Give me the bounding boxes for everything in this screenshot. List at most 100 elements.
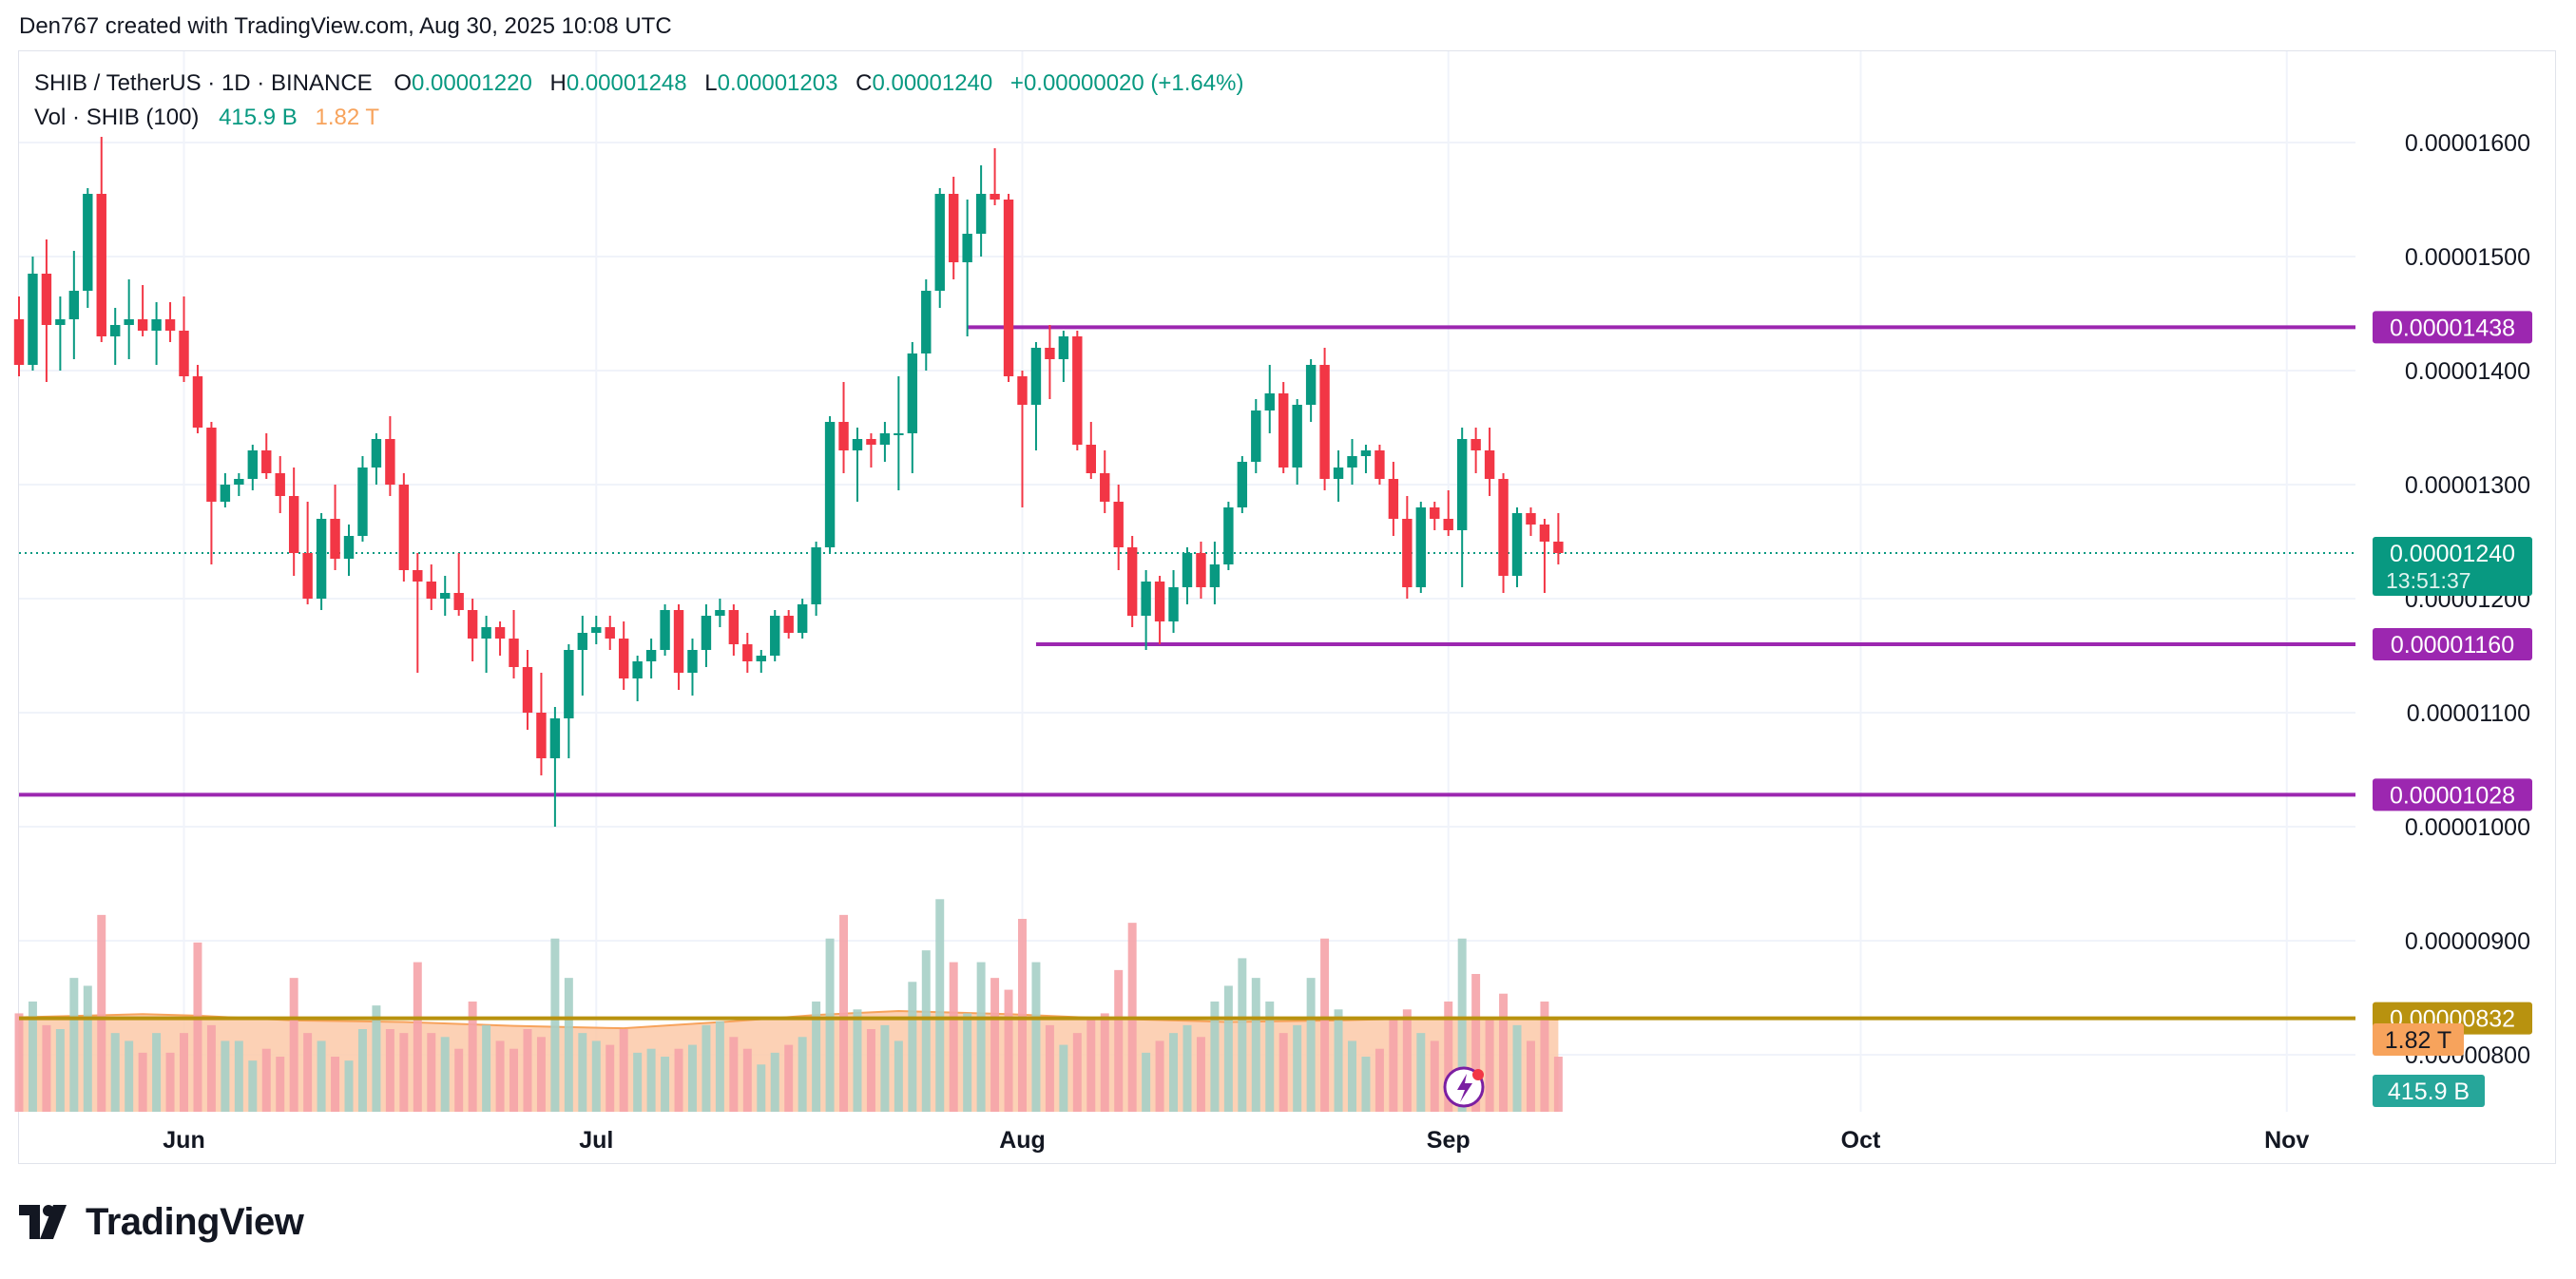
volume-bar xyxy=(1553,1057,1563,1112)
candle-body xyxy=(357,468,368,536)
candle-body xyxy=(151,319,162,331)
volume-bar xyxy=(1540,1002,1549,1112)
candle-body xyxy=(1430,507,1440,519)
close-label: C xyxy=(855,70,873,96)
volume-value: 415.9 B xyxy=(219,105,298,130)
candle-body xyxy=(1058,336,1069,359)
volume-indicator-label[interactable]: Vol · SHIB (100) xyxy=(34,105,200,130)
candle-body xyxy=(68,291,80,319)
candle-body xyxy=(1223,507,1234,564)
tradingview-logo[interactable]: TradingView xyxy=(19,1199,304,1245)
volume-bar xyxy=(399,1033,409,1112)
volume-bar xyxy=(825,938,835,1112)
volume-bar xyxy=(646,1048,656,1112)
candle-body xyxy=(1375,450,1385,479)
candle-body xyxy=(1539,525,1550,542)
volume-bar xyxy=(619,1029,628,1112)
volume-bar xyxy=(248,1060,258,1112)
price-tick-label: 0.00000900 xyxy=(2405,928,2530,955)
candle-body xyxy=(962,234,972,262)
candle-body xyxy=(1182,553,1193,587)
candle-body xyxy=(934,194,945,291)
candle-body xyxy=(783,616,794,633)
volume-bar xyxy=(413,962,422,1112)
candle-body xyxy=(797,604,808,633)
price-axis-label-box xyxy=(2373,1023,2464,1056)
volume-bar xyxy=(1059,1044,1068,1112)
candle-body xyxy=(164,319,176,331)
replay-icon[interactable] xyxy=(1443,1066,1485,1108)
volume-bar xyxy=(261,1048,271,1112)
candle-body xyxy=(509,639,519,667)
candlesticks xyxy=(13,137,1564,827)
time-tick-label: Aug xyxy=(999,1127,1046,1154)
chart-credit: Den767 created with TradingView.com, Aug… xyxy=(19,13,672,39)
time-tick-label: Jun xyxy=(163,1127,204,1154)
volume-bar xyxy=(1086,1017,1096,1112)
volume-ma-value: 1.82 T xyxy=(315,105,380,130)
volume-bar xyxy=(1265,1002,1275,1112)
volume-bar xyxy=(908,982,917,1112)
volume-bar xyxy=(28,1002,37,1112)
candle-body xyxy=(137,319,148,331)
candle-body xyxy=(632,661,643,678)
price-axis-label-text: 0.00001160 xyxy=(2391,632,2514,659)
time-tick-label: Nov xyxy=(2264,1127,2309,1154)
price-tick-label: 0.00001600 xyxy=(2405,130,2530,157)
candle-body xyxy=(1278,393,1289,468)
candle-body xyxy=(261,450,272,473)
symbol-info[interactable]: SHIB / TetherUS · 1D · BINANCE xyxy=(34,70,373,96)
volume-bar xyxy=(1114,969,1124,1112)
candle-body xyxy=(687,650,698,673)
candle-body xyxy=(481,627,491,639)
ohlc-row: SHIB / TetherUS · 1D · BINANCE O0.000012… xyxy=(34,67,1249,101)
volume-bar xyxy=(1155,1040,1164,1112)
volume-bar xyxy=(1361,1057,1371,1112)
time-tick-label: Oct xyxy=(1841,1127,1881,1154)
candle-body xyxy=(522,667,533,713)
volume-bar xyxy=(1512,1024,1522,1112)
volume-bar xyxy=(1169,1033,1179,1112)
candle-body xyxy=(343,536,355,559)
price-axis-label-text: 0.00001438 xyxy=(2390,315,2515,341)
price-axis-label-box xyxy=(2373,628,2532,660)
candle-body xyxy=(605,627,615,639)
candle-body xyxy=(715,610,725,616)
volume-bar xyxy=(564,978,573,1112)
price-tick-label: 0.00001100 xyxy=(2407,700,2530,727)
candle-body xyxy=(385,439,395,485)
candle-body xyxy=(206,428,217,502)
volume-bar xyxy=(550,938,560,1112)
volume-bar xyxy=(385,1029,394,1112)
candle-body xyxy=(770,616,780,656)
candle-body xyxy=(1113,502,1124,547)
candle-body xyxy=(866,439,876,445)
candle-body xyxy=(55,319,66,325)
candle-body xyxy=(1553,542,1564,553)
candle-body xyxy=(1456,439,1468,530)
candle-body xyxy=(838,422,849,450)
candle-body xyxy=(1154,582,1165,621)
candle-body xyxy=(1126,547,1138,616)
candle-body xyxy=(1443,519,1453,530)
candle-body xyxy=(302,553,313,599)
volume-bar xyxy=(812,1002,821,1112)
volume-bar xyxy=(702,1024,711,1112)
candle-body xyxy=(549,718,561,758)
volume-bar xyxy=(1100,1013,1109,1112)
price-tick-label: 0.00001000 xyxy=(2405,814,2530,841)
close-value: 0.00001240 xyxy=(872,70,993,96)
candle-body xyxy=(316,519,327,599)
candle-body xyxy=(1360,450,1372,456)
volume-bar xyxy=(1142,1052,1151,1112)
volume-bar xyxy=(1320,938,1330,1112)
volume-bar xyxy=(949,962,958,1112)
candle-body xyxy=(13,319,25,365)
candle-body xyxy=(1168,587,1179,621)
candle-body xyxy=(1237,462,1248,507)
candle-body xyxy=(371,439,382,468)
price-tick-label: 0.00001400 xyxy=(2405,358,2530,385)
volume-bar xyxy=(344,1060,354,1112)
volume-bar xyxy=(495,1040,505,1112)
